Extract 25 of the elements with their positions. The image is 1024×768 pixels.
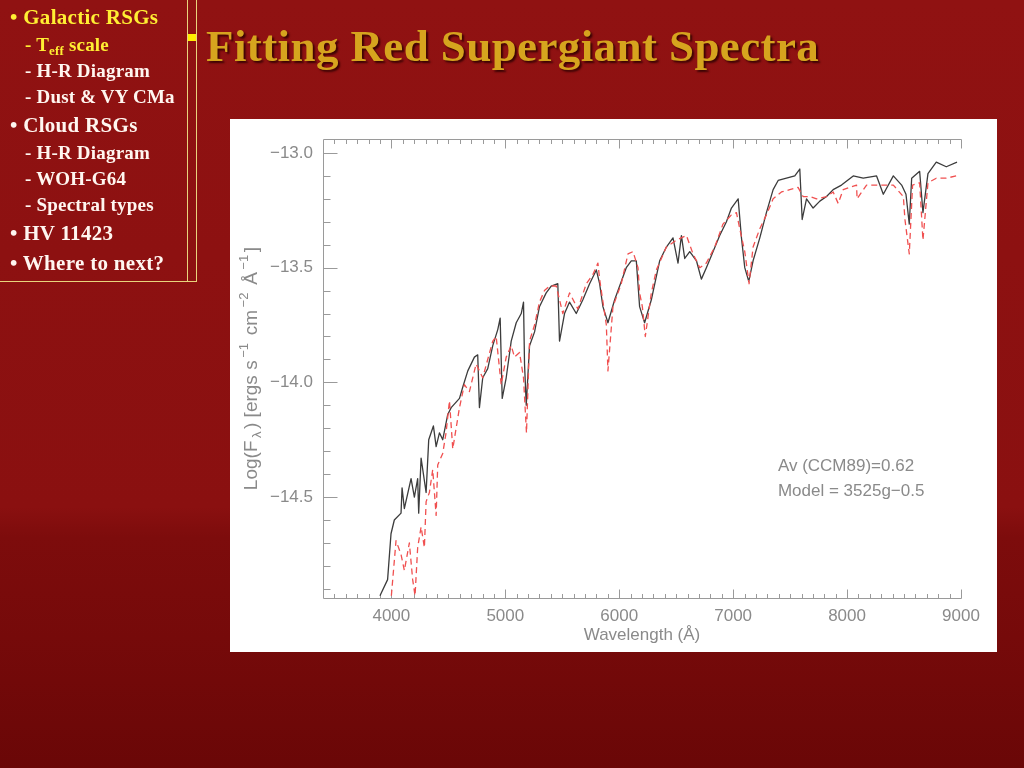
text: - H-R Diagram [24,59,151,83]
y-tick-label: −14.5 [269,486,313,506]
text: Log(Fλ) [ergs s−1 cm−2 Å−1] [235,247,264,491]
text: • HV 11423 [9,220,115,247]
text: - Dust & VY CMa [24,85,176,109]
x-tick-label: 5000 [486,605,525,625]
text: - H-R Diagram [24,141,151,165]
x-tick-label: 9000 [942,605,980,625]
x-axis-title: Wavelength (Å) [583,625,701,645]
text: • Where to next? [9,250,166,277]
x-tick-label: 8000 [828,605,866,625]
text: - Spectral types [24,193,155,217]
x-tick-label: 6000 [600,605,639,625]
y-tick-label: −14.0 [269,372,313,392]
text: • Cloud RSGs [9,112,139,139]
y-tick-label: −13.0 [269,142,313,162]
x-tick-label: 7000 [714,605,753,625]
text: • Galactic RSGs [9,4,160,31]
text: - WOH-G64 [24,167,128,191]
chart-title: Fitting Red Supergiant Spectra [206,20,820,72]
text: - T$_{eff}$ scale [24,33,110,58]
annotation: Model = 3525g−0.5 [777,481,925,501]
y-tick-label: −13.5 [269,257,313,277]
annotation: Av (CCM89)=0.62 [777,456,915,476]
x-tick-label: 4000 [372,605,411,625]
